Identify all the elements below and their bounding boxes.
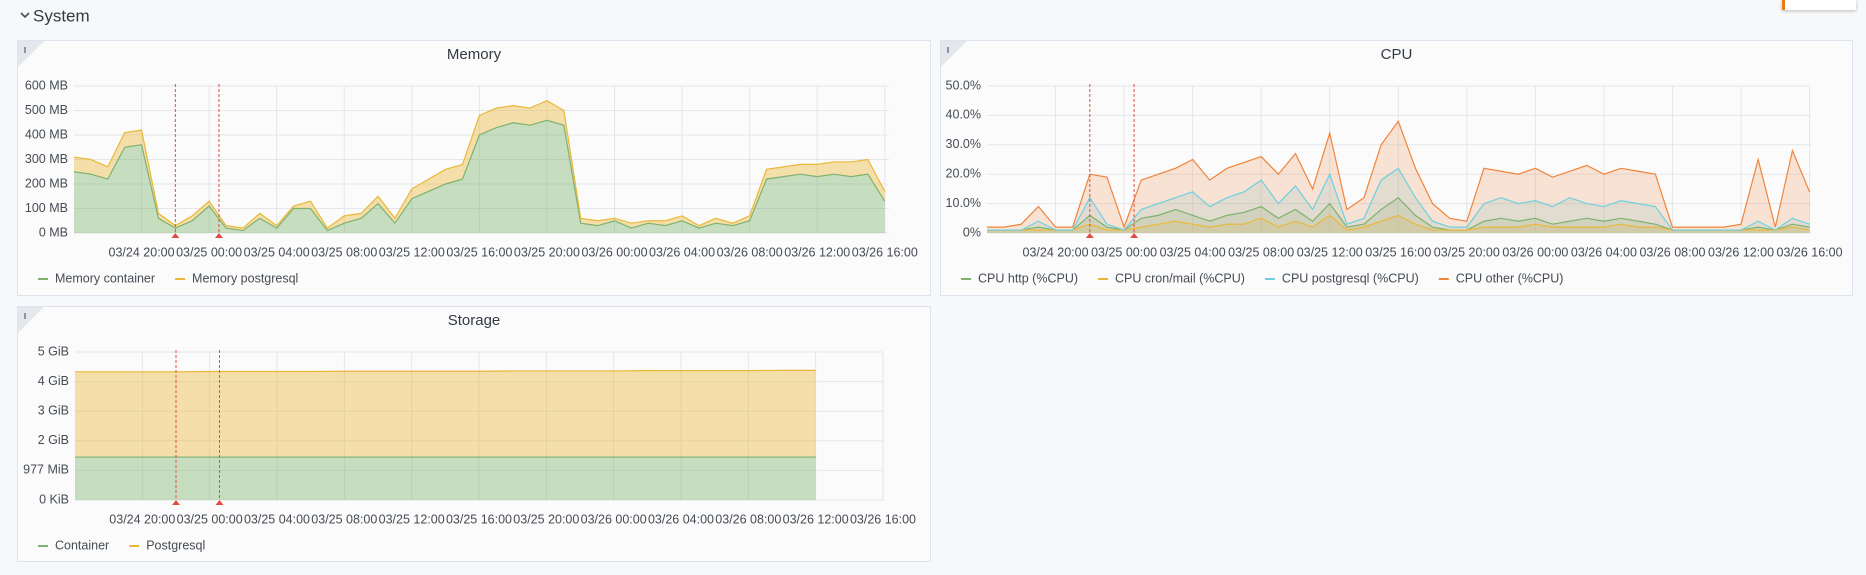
x-tick-label: 03/25 16:00 bbox=[446, 512, 512, 526]
y-tick-label: 500 MB bbox=[25, 103, 68, 117]
section-header[interactable]: System bbox=[0, 0, 200, 34]
x-tick-label: 03/26 08:00 bbox=[717, 245, 783, 259]
x-tick-label: 03/24 20:00 bbox=[1023, 245, 1089, 259]
x-tick-label: 03/26 00:00 bbox=[581, 245, 647, 259]
x-tick-label: 03/26 00:00 bbox=[1502, 245, 1568, 259]
y-tick-label: 600 MB bbox=[25, 78, 68, 92]
panel-chart: Memory 0 MB 100 MB 200 MB 300 MB 400 MB 500 MB… bbox=[18, 41, 918, 285]
y-tick-label: 50.0% bbox=[946, 78, 981, 92]
legend-label[interactable]: CPU http (%CPU) bbox=[978, 271, 1078, 285]
x-tick-label: 03/26 12:00 bbox=[783, 512, 849, 526]
y-tick-label: 20.0% bbox=[946, 166, 981, 180]
panel: CPU 0% 10.0% 20.0% 30.0% 40.0% 50.0% 03/24 20:0… bbox=[940, 40, 1853, 296]
x-tick-label: 03/25 08:00 bbox=[311, 245, 377, 259]
y-tick-label: 100 MB bbox=[25, 201, 68, 215]
series-area bbox=[987, 168, 1810, 233]
toolbar-button[interactable] bbox=[1782, 0, 1856, 10]
series-line bbox=[73, 100, 886, 229]
series-area bbox=[75, 370, 816, 458]
x-tick-label: 03/25 12:00 bbox=[379, 245, 445, 259]
info-corner[interactable] bbox=[18, 307, 44, 333]
y-tick-label: 40.0% bbox=[946, 108, 981, 122]
x-tick-label: 03/26 00:00 bbox=[581, 512, 647, 526]
y-tick-label: 977 MiB bbox=[23, 463, 69, 477]
series-area bbox=[74, 100, 885, 231]
x-tick-label: 03/26 08:00 bbox=[715, 512, 781, 526]
x-tick-label: 03/25 20:00 bbox=[513, 512, 579, 526]
series-line bbox=[987, 167, 1810, 231]
x-tick-label: 03/26 16:00 bbox=[852, 245, 918, 259]
x-tick-label: 03/26 16:00 bbox=[850, 512, 916, 526]
legend-label[interactable]: Memory container bbox=[55, 271, 155, 285]
series-line bbox=[987, 120, 1811, 229]
legend-label[interactable]: Postgresql bbox=[146, 538, 205, 552]
panel-title: CPU bbox=[1381, 46, 1413, 63]
y-tick-label: 200 MB bbox=[25, 176, 68, 190]
annotation-marker[interactable] bbox=[1130, 233, 1139, 238]
x-tick-label: 03/25 08:00 bbox=[1228, 245, 1294, 259]
x-tick-label: 03/25 12:00 bbox=[1297, 245, 1363, 259]
panel-title: Storage bbox=[448, 312, 501, 329]
x-tick-label: 03/25 16:00 bbox=[446, 245, 512, 259]
y-tick-label: 30.0% bbox=[946, 137, 981, 151]
annotation-marker[interactable] bbox=[171, 233, 180, 238]
panel-chart: Storage 0 KiB 977 MiB 2 GiB 3 GiB 4 GiB 5 GiB 0… bbox=[18, 307, 916, 552]
collapse-chevron[interactable] bbox=[20, 12, 30, 19]
series-area bbox=[987, 215, 1810, 233]
series-area bbox=[75, 457, 816, 500]
section-title[interactable]: System bbox=[33, 6, 90, 25]
x-tick-label: 03/25 20:00 bbox=[514, 245, 580, 259]
x-tick-label: 03/24 20:00 bbox=[109, 512, 175, 526]
x-tick-label: 03/24 20:00 bbox=[109, 245, 175, 259]
y-tick-label: 0 KiB bbox=[39, 492, 69, 506]
x-tick-label: 03/26 04:00 bbox=[1571, 245, 1637, 259]
x-tick-label: 03/26 04:00 bbox=[649, 245, 715, 259]
annotation-marker[interactable] bbox=[1085, 233, 1094, 238]
x-tick-label: 03/25 00:00 bbox=[177, 512, 243, 526]
legend-label[interactable]: Memory postgresql bbox=[192, 271, 298, 285]
x-tick-label: 03/25 04:00 bbox=[1160, 245, 1226, 259]
info-corner[interactable] bbox=[941, 41, 967, 67]
y-tick-label: 0 MB bbox=[39, 225, 68, 239]
legend-label[interactable]: Container bbox=[55, 538, 109, 552]
y-tick-label: 3 GiB bbox=[38, 403, 69, 417]
x-tick-label: 03/25 00:00 bbox=[176, 245, 242, 259]
series-line bbox=[75, 369, 816, 373]
x-tick-label: 03/25 20:00 bbox=[1434, 245, 1500, 259]
panel-title: Memory bbox=[447, 46, 502, 63]
x-tick-label: 03/25 04:00 bbox=[244, 245, 310, 259]
x-tick-label: 03/26 12:00 bbox=[1708, 245, 1774, 259]
y-tick-label: 10.0% bbox=[946, 196, 981, 210]
x-tick-label: 03/25 00:00 bbox=[1091, 245, 1157, 259]
y-tick-label: 2 GiB bbox=[38, 433, 69, 447]
x-tick-label: 03/25 04:00 bbox=[244, 512, 310, 526]
legend-label[interactable]: CPU other (%CPU) bbox=[1456, 271, 1564, 285]
y-tick-label: 400 MB bbox=[25, 127, 68, 141]
x-tick-label: 03/26 08:00 bbox=[1639, 245, 1705, 259]
panel: Memory 0 MB 100 MB 200 MB 300 MB 400 MB 500 MB… bbox=[17, 40, 931, 296]
series-line bbox=[73, 119, 886, 232]
y-tick-label: 4 GiB bbox=[38, 374, 69, 388]
series-area bbox=[987, 121, 1810, 233]
y-tick-label: 300 MB bbox=[25, 152, 68, 166]
x-tick-label: 03/25 08:00 bbox=[311, 512, 377, 526]
legend-label[interactable]: CPU postgresql (%CPU) bbox=[1282, 271, 1419, 285]
panel-chart: CPU 0% 10.0% 20.0% 30.0% 40.0% 50.0% 03/24 20:0… bbox=[941, 41, 1843, 285]
x-tick-label: 03/26 12:00 bbox=[784, 245, 850, 259]
y-tick-label: 0% bbox=[963, 225, 981, 239]
annotation-marker[interactable] bbox=[215, 500, 224, 505]
info-corner[interactable] bbox=[18, 41, 44, 67]
annotation-marker[interactable] bbox=[214, 233, 223, 238]
annotation-marker[interactable] bbox=[172, 500, 180, 505]
x-tick-label: 03/25 12:00 bbox=[379, 512, 445, 526]
legend-label[interactable]: CPU cron/mail (%CPU) bbox=[1115, 271, 1245, 285]
panel: Storage 0 KiB 977 MiB 2 GiB 3 GiB 4 GiB 5 GiB 0… bbox=[17, 306, 931, 562]
x-tick-label: 03/26 16:00 bbox=[1777, 245, 1843, 259]
x-tick-label: 03/25 16:00 bbox=[1365, 245, 1431, 259]
y-tick-label: 5 GiB bbox=[38, 344, 69, 358]
x-tick-label: 03/26 04:00 bbox=[648, 512, 714, 526]
series-area bbox=[74, 120, 885, 233]
